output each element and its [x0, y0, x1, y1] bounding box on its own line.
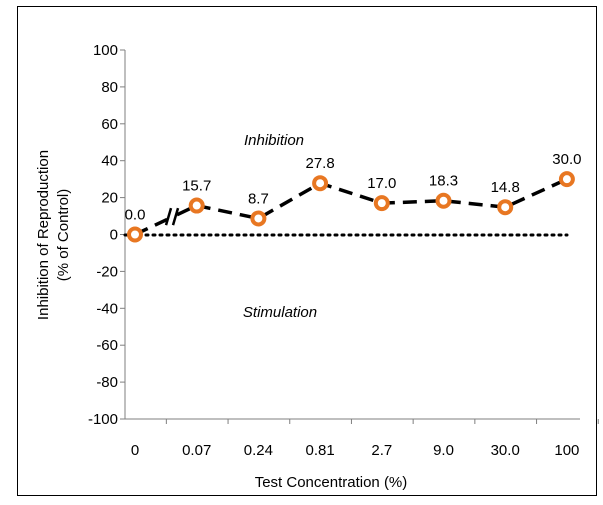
data-label: 8.7 [248, 190, 269, 207]
y-tick-label: 40 [101, 153, 118, 170]
data-labels: 0.0 15.7 8.7 27.8 17.0 18.3 14.8 30.0 [125, 151, 582, 223]
data-label: 17.0 [367, 175, 396, 192]
x-tick-labels: 0 0.07 0.24 0.81 2.7 9.0 30.0 100 [131, 442, 580, 459]
y-tick-label: -40 [96, 300, 118, 317]
y-axis-title-line2: (% of Control) [55, 189, 72, 282]
data-point [497, 199, 514, 216]
data-point [250, 210, 267, 227]
data-label: 30.0 [552, 151, 581, 168]
y-tick-label: -60 [96, 337, 118, 354]
axis-break-mark [164, 207, 173, 226]
y-tick-marks [120, 49, 125, 420]
y-axis-title: Inhibition of Reproduction [35, 150, 52, 320]
data-label: 0.0 [125, 207, 146, 224]
y-tick-label: -80 [96, 374, 118, 391]
axis-break-mark [171, 207, 180, 226]
chart-frame [17, 6, 597, 496]
x-tick-label: 0.24 [244, 442, 273, 459]
y-tick-label: 60 [101, 116, 118, 133]
x-tick-label: 9.0 [433, 442, 454, 459]
x-tick-marks [165, 419, 599, 424]
x-tick-label: 100 [554, 442, 579, 459]
data-label: 15.7 [182, 178, 211, 195]
data-point [558, 171, 575, 188]
data-point [435, 192, 452, 209]
x-tick-label: 0.07 [182, 442, 211, 459]
data-point [188, 197, 205, 214]
y-tick-label: 80 [101, 79, 118, 96]
x-tick-label: 0 [131, 442, 139, 459]
y-tick-labels: 100 80 60 40 20 0 -20 -40 -60 -80 -100 [88, 42, 118, 428]
y-tick-label: 20 [101, 190, 118, 207]
y-tick-label: 100 [93, 42, 118, 59]
x-tick-label: 0.81 [305, 442, 334, 459]
data-label: 14.8 [491, 179, 520, 196]
annotation-inhibition: Inhibition [244, 132, 304, 149]
y-tick-label: 0 [110, 227, 118, 244]
data-point [373, 195, 390, 212]
x-axis-title: Test Concentration (%) [255, 474, 408, 491]
data-label: 27.8 [305, 155, 334, 172]
y-tick-label: -20 [96, 263, 118, 280]
x-tick-label: 2.7 [371, 442, 392, 459]
x-tick-label: 30.0 [491, 442, 520, 459]
data-markers [127, 171, 575, 243]
y-tick-label: -100 [88, 411, 118, 428]
annotation-stimulation: Stimulation [243, 304, 317, 321]
data-label: 18.3 [429, 173, 458, 190]
data-point [127, 226, 143, 243]
series-segment [176, 203, 198, 217]
data-point [312, 175, 329, 192]
